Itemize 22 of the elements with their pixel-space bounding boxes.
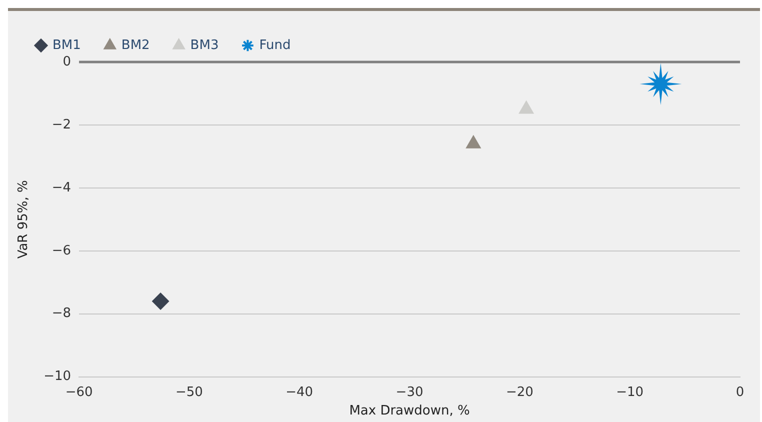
y-tick-label: −10 (44, 369, 72, 384)
legend-label: Fund (259, 38, 291, 53)
x-tick-label: −60 (65, 384, 93, 400)
y-tick-label: −8 (52, 306, 72, 322)
point (152, 292, 170, 310)
x-axis-title: Max Drawdown, % (349, 404, 470, 419)
y-tick-label: −2 (52, 117, 72, 132)
x-tick-label: 0 (736, 384, 744, 400)
y-tick-label: 0 (62, 54, 72, 70)
legend-label: BM1 (52, 38, 81, 53)
point (518, 100, 534, 114)
y-tick-label: −4 (52, 180, 72, 196)
y-axis-title: VaR 95%, % (16, 180, 32, 259)
legend-label: BM3 (190, 38, 219, 53)
x-tick-label: −40 (286, 384, 314, 400)
x-tick-label: −10 (616, 384, 644, 400)
y-tick-label: −6 (52, 243, 72, 258)
point (466, 135, 481, 148)
x-tick-label: −30 (396, 384, 424, 400)
x-tick-label: −50 (175, 384, 203, 400)
legend-label: BM2 (121, 38, 150, 53)
x-tick-label: −20 (506, 384, 534, 400)
